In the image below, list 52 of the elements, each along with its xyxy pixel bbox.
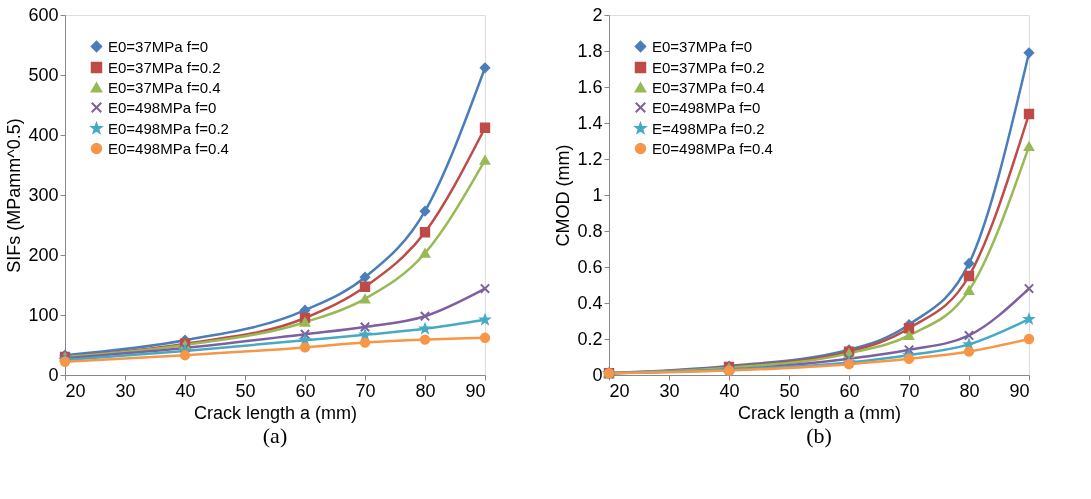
- text: (b): [806, 423, 832, 448]
- legend-label: E0=37MPa f=0: [652, 37, 753, 55]
- legend-label: E0=37MPa f=0.2: [652, 58, 765, 76]
- legend-label: E0=498MPa f=0.4: [108, 139, 229, 157]
- legend-label: E0=498MPa f=0.2: [108, 119, 229, 137]
- y-tick-label: 0.6: [577, 256, 603, 277]
- y-tick-label: 400: [28, 124, 59, 145]
- y-tick-label: 1: [592, 184, 603, 205]
- y-tick-label: 1.2: [577, 148, 603, 169]
- legend-label: E0=37MPa f=0: [108, 37, 209, 55]
- x-tick-label: 20: [609, 380, 630, 401]
- y-tick-label: 0: [592, 364, 603, 385]
- y-tick-label: 500: [28, 64, 59, 85]
- x-tick-label: 50: [235, 380, 256, 401]
- y-tick-label: 0: [48, 364, 59, 385]
- y-tick-label: 1.6: [577, 76, 603, 97]
- y-tick-label: 0.2: [577, 328, 603, 349]
- legend-label: E0=498MPa f=0: [652, 98, 761, 116]
- y-axis-title: CMOD (mm): [553, 144, 574, 247]
- x-tick-label: 40: [719, 380, 740, 401]
- legend-label: E=498MPa f=0.2: [652, 119, 765, 137]
- legend-label: E0=37MPa f=0.4: [108, 78, 221, 96]
- y-tick-label: 300: [28, 184, 59, 205]
- x-tick-label: 70: [899, 380, 920, 401]
- x-tick-label: 30: [659, 380, 680, 401]
- x-tick-label: 80: [415, 380, 436, 401]
- x-tick-label: 40: [175, 380, 196, 401]
- y-tick-label: 1.8: [577, 40, 603, 61]
- x-tick-label: 30: [115, 380, 136, 401]
- y-tick-label: 0.8: [577, 220, 603, 241]
- y-tick-label: 100: [28, 304, 59, 325]
- x-axis-title: Crack length a (mm): [737, 402, 902, 423]
- legend-label: E0=498MPa f=0: [108, 98, 217, 116]
- y-tick-label: 200: [28, 244, 59, 265]
- legend-label: E0=37MPa f=0.2: [108, 58, 221, 76]
- x-tick-label: 90: [465, 380, 486, 401]
- legend-label: E0=498MPa f=0.4: [652, 139, 773, 157]
- x-tick-label: 90: [1009, 380, 1030, 401]
- y-tick-label: 1.4: [577, 112, 603, 133]
- x-tick-label: 50: [779, 380, 800, 401]
- y-axis-title: SIFs (MPamm^0.5): [4, 118, 25, 273]
- y-tick-label: 2: [592, 4, 603, 25]
- x-tick-label: 80: [959, 380, 980, 401]
- x-tick-label: 60: [295, 380, 316, 401]
- x-tick-label: 70: [355, 380, 376, 401]
- y-tick-label: 600: [28, 4, 59, 25]
- x-axis-title: Crack length a (mm): [193, 402, 358, 423]
- text: (a): [262, 423, 288, 448]
- legend-label: E0=37MPa f=0.4: [652, 78, 765, 96]
- x-tick-label: 60: [839, 380, 860, 401]
- x-tick-label: 20: [65, 380, 86, 401]
- y-tick-label: 0.4: [577, 292, 603, 313]
